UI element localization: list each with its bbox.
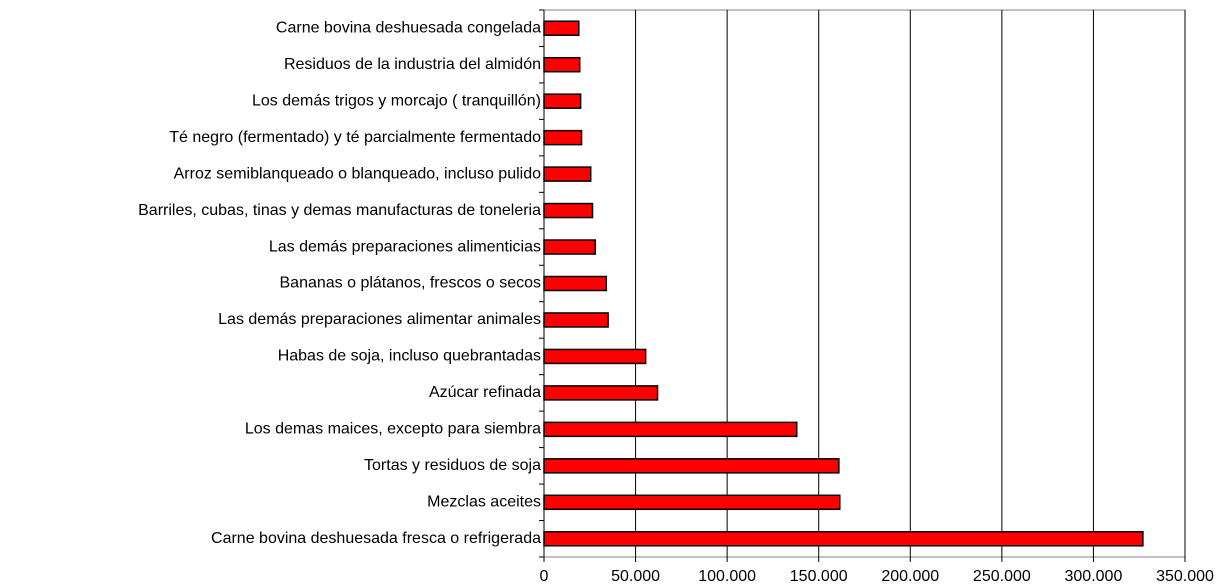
y-tick-label: Mezclas aceites	[427, 494, 541, 511]
y-tick-label: Carne bovina deshuesada fresca o refrige…	[211, 530, 541, 547]
y-tick-label: Azúcar refinada	[429, 384, 541, 401]
x-tick-label: 250.000	[973, 568, 1031, 585]
bar	[543, 385, 659, 401]
x-tick-label: 300.000	[1065, 568, 1123, 585]
y-tick-label: Las demás preparaciones alimenticias	[269, 238, 541, 255]
x-tick-label: 100.000	[698, 568, 756, 585]
x-tick-label: 0	[540, 568, 549, 585]
y-tick-label: Los demas maices, excepto para siembra	[245, 421, 541, 438]
bar	[543, 348, 647, 365]
x-tick-label: 200.000	[881, 568, 939, 585]
bar	[543, 56, 581, 73]
bar	[543, 239, 597, 255]
plot-area	[543, 9, 1186, 558]
y-tick-label: Residuos de la industria del almidón	[284, 56, 541, 73]
bar	[543, 93, 582, 109]
bar	[543, 129, 583, 146]
x-tick-label: 150.000	[790, 568, 848, 585]
y-tick-label: Tortas y residuos de soja	[364, 457, 541, 474]
bar	[543, 275, 608, 292]
y-tick-label: Bananas o plátanos, frescos o secos	[280, 275, 542, 292]
bar	[543, 312, 609, 328]
x-tick-label: 350.000	[1156, 568, 1214, 585]
y-tick-label: Los demás trigos y morcajo ( tranquillón…	[252, 92, 541, 109]
y-tick-label: Habas de soja, incluso quebrantadas	[278, 348, 541, 365]
y-tick-label: Barriles, cubas, tinas y demas manufactu…	[138, 202, 541, 219]
y-tick-label: Carne bovina deshuesada congelada	[276, 19, 541, 36]
bar	[543, 421, 798, 438]
bar	[543, 166, 592, 182]
y-tick-label: Las demás preparaciones alimentar animal…	[218, 311, 541, 328]
y-tick-label: Arroz semiblanqueado o blanqueado, inclu…	[174, 165, 541, 182]
bar	[543, 20, 580, 36]
y-tick-label: Té negro (fermentado) y té parcialmente …	[169, 129, 541, 146]
bar	[543, 494, 841, 511]
bar	[543, 458, 840, 474]
x-tick-label: 50.000	[611, 568, 660, 585]
bar	[543, 531, 1144, 547]
bar	[543, 202, 594, 219]
